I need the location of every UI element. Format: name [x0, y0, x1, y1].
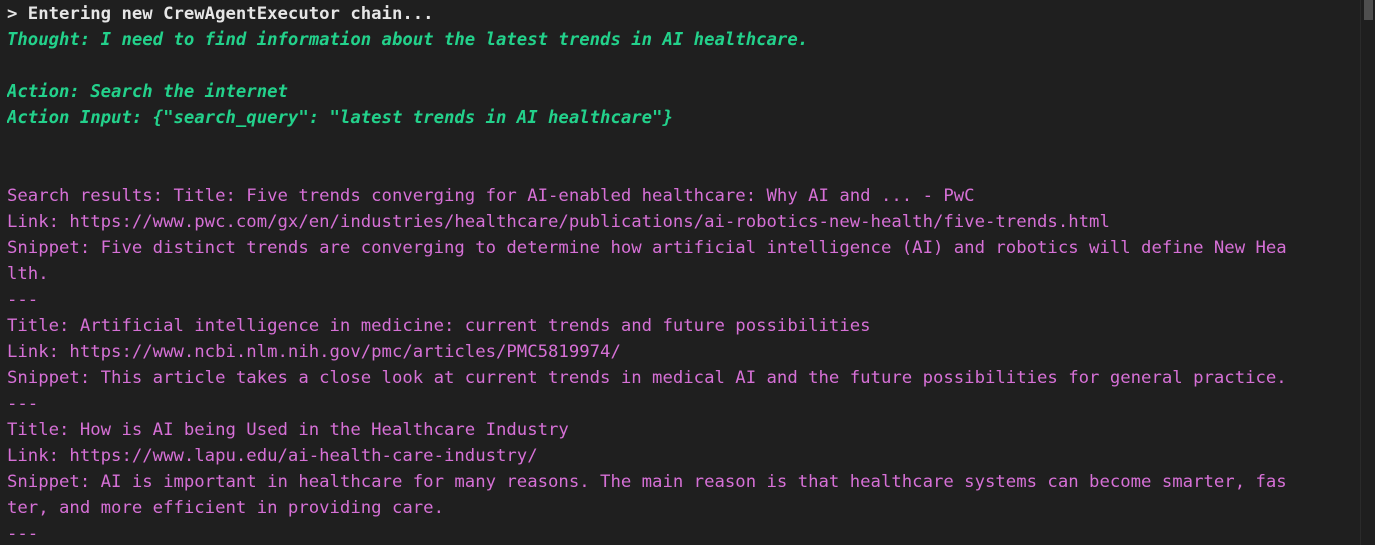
terminal-line: Search results: Title: Five trends conve…: [7, 186, 975, 206]
terminal-line: ---: [7, 394, 39, 414]
terminal-line: Link: https://www.pwc.com/gx/en/industri…: [7, 212, 1110, 232]
terminal-line: Thought: I need to find information abou…: [7, 30, 809, 50]
terminal-line: [7, 157, 1361, 183]
terminal-line: Action: Search the internet: [7, 82, 288, 102]
terminal-line: ---: [7, 524, 39, 544]
terminal-line: Link: https://www.ncbi.nlm.nih.gov/pmc/a…: [7, 342, 621, 362]
terminal-line: Snippet: Five distinct trends are conver…: [7, 238, 1287, 258]
terminal-line: Link: https://www.lapu.edu/ai-health-car…: [7, 446, 538, 466]
terminal-line: lth.: [7, 264, 49, 284]
terminal-line: Title: Artificial intelligence in medici…: [7, 316, 871, 336]
terminal-line: [7, 131, 1361, 157]
terminal-content: > Entering new CrewAgentExecutor chain..…: [7, 1, 1361, 545]
terminal-line: Snippet: This article takes a close look…: [7, 368, 1287, 388]
terminal-line: ter, and more efficient in providing car…: [7, 498, 444, 518]
terminal-line: [7, 53, 1361, 79]
terminal-line: > Entering new CrewAgentExecutor chain..…: [7, 4, 434, 24]
vertical-scrollbar[interactable]: [1360, 0, 1375, 545]
terminal-line: Title: How is AI being Used in the Healt…: [7, 420, 569, 440]
scrollbar-thumb[interactable]: [1364, 0, 1373, 20]
terminal-line: ---: [7, 290, 39, 310]
terminal-line: Action Input: {"search_query": "latest t…: [7, 108, 673, 128]
terminal-line: Snippet: AI is important in healthcare f…: [7, 472, 1287, 492]
